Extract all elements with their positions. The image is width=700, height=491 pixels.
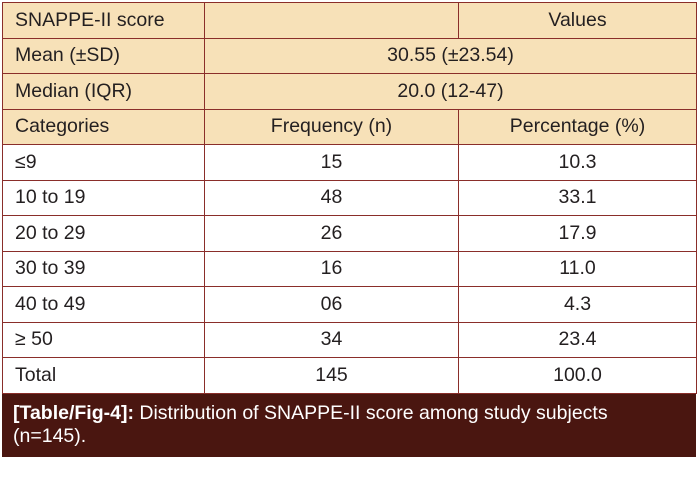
- caption-tag: [Table/Fig-4]:: [13, 401, 134, 424]
- percentage-cell: 11.0: [458, 250, 697, 287]
- percentage-cell: 17.9: [458, 215, 697, 252]
- frequency-cell: 145: [204, 357, 459, 394]
- table-row: 20 to 29 26 17.9: [2, 215, 697, 252]
- category-cell: 30 to 39: [2, 250, 205, 287]
- category-cell: 20 to 29: [2, 215, 205, 252]
- percentage-cell: 100.0: [458, 357, 697, 394]
- median-label: Median (IQR): [2, 73, 205, 110]
- mean-value: 30.55 (±23.54): [204, 37, 697, 74]
- table-row: 40 to 49 06 4.3: [2, 286, 697, 323]
- median-value: 20.0 (12-47): [204, 73, 697, 110]
- category-cell: Total: [2, 357, 205, 394]
- median-row: Median (IQR) 20.0 (12-47): [2, 73, 697, 110]
- table-row: ≤9 15 10.3: [2, 144, 697, 181]
- values-header: Values: [458, 2, 697, 39]
- caption-text: Distribution of SNAPPE-II score among st…: [13, 401, 608, 447]
- frequency-cell: 26: [204, 215, 459, 252]
- header-empty-cell: [204, 2, 459, 39]
- mean-row: Mean (±SD) 30.55 (±23.54): [2, 37, 697, 74]
- column-header-row: Categories Frequency (n) Percentage (%): [2, 108, 697, 145]
- figure-caption: [Table/Fig-4]: Distribution of SNAPPE-II…: [2, 393, 696, 457]
- categories-header: Categories: [2, 108, 205, 145]
- percentage-header: Percentage (%): [458, 108, 697, 145]
- frequency-cell: 15: [204, 144, 459, 181]
- category-cell: ≥ 50: [2, 321, 205, 358]
- percentage-cell: 10.3: [458, 144, 697, 181]
- table-row: 10 to 19 48 33.1: [2, 179, 697, 216]
- category-cell: 10 to 19: [2, 179, 205, 216]
- score-header: SNAPPE-II score: [2, 2, 205, 39]
- frequency-cell: 16: [204, 250, 459, 287]
- percentage-cell: 33.1: [458, 179, 697, 216]
- snappe-table: SNAPPE-II score Values Mean (±SD) 30.55 …: [2, 2, 697, 394]
- frequency-cell: 06: [204, 286, 459, 323]
- header-row: SNAPPE-II score Values: [2, 2, 697, 39]
- category-cell: 40 to 49: [2, 286, 205, 323]
- frequency-cell: 48: [204, 179, 459, 216]
- total-row: Total 145 100.0: [2, 357, 697, 394]
- percentage-cell: 4.3: [458, 286, 697, 323]
- table-figure: SNAPPE-II score Values Mean (±SD) 30.55 …: [2, 2, 697, 457]
- percentage-cell: 23.4: [458, 321, 697, 358]
- frequency-header: Frequency (n): [204, 108, 459, 145]
- category-cell: ≤9: [2, 144, 205, 181]
- mean-label: Mean (±SD): [2, 37, 205, 74]
- frequency-cell: 34: [204, 321, 459, 358]
- table-row: ≥ 50 34 23.4: [2, 321, 697, 358]
- table-row: 30 to 39 16 11.0: [2, 250, 697, 287]
